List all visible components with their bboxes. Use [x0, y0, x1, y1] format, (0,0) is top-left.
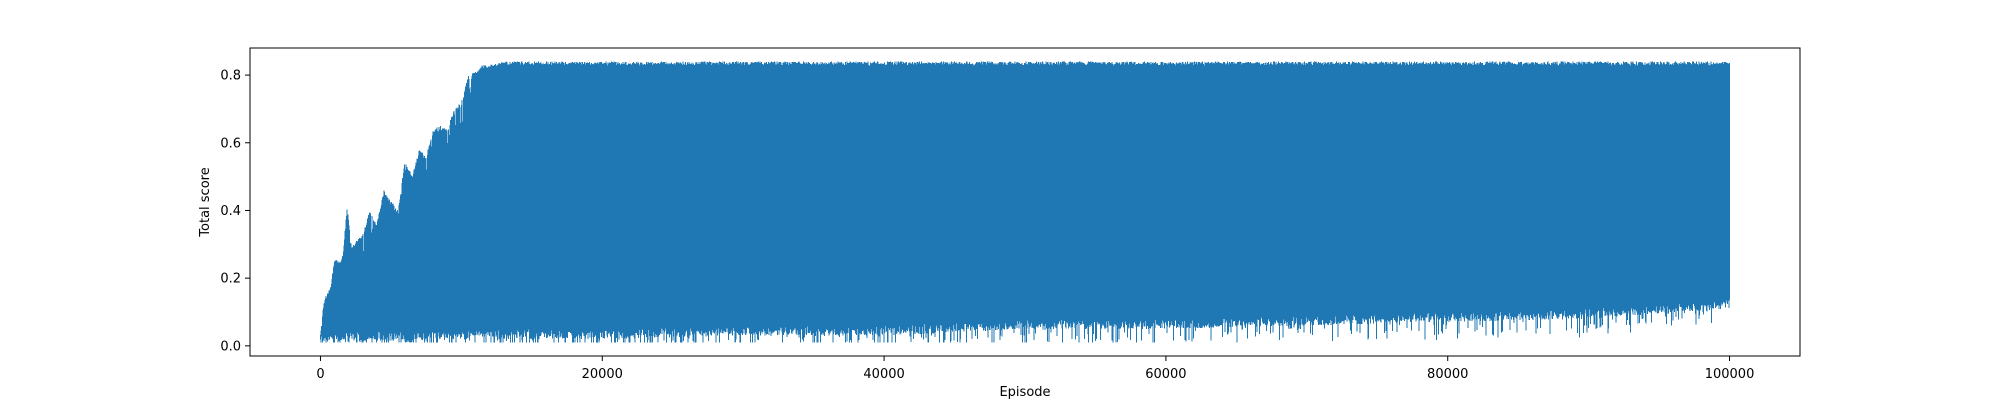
y-tick-label: 0.8: [220, 69, 241, 84]
x-tick-label: 0: [316, 367, 324, 382]
x-tick-label: 80000: [1427, 367, 1468, 382]
x-tick-label: 100000: [1705, 367, 1755, 382]
y-tick-label: 0.4: [220, 204, 241, 219]
series-layer: [320, 61, 1730, 343]
x-tick-label: 20000: [582, 367, 623, 382]
y-tick-label: 0.6: [220, 136, 241, 151]
x-axis-title: Episode: [999, 385, 1050, 400]
y-axis: 0.0 0.2 0.4 0.6 0.8: [220, 69, 250, 354]
x-tick-label: 40000: [863, 367, 904, 382]
plot-frame: [249, 47, 1801, 357]
x-tick-label: 60000: [1145, 367, 1186, 382]
x-axis: 0 20000 40000 60000 80000 100000: [316, 356, 1754, 382]
y-axis-title: Total score: [198, 167, 213, 237]
series-line: [320, 61, 1730, 343]
y-tick-label: 0.2: [220, 272, 241, 287]
y-tick-label: 0.0: [220, 339, 241, 354]
